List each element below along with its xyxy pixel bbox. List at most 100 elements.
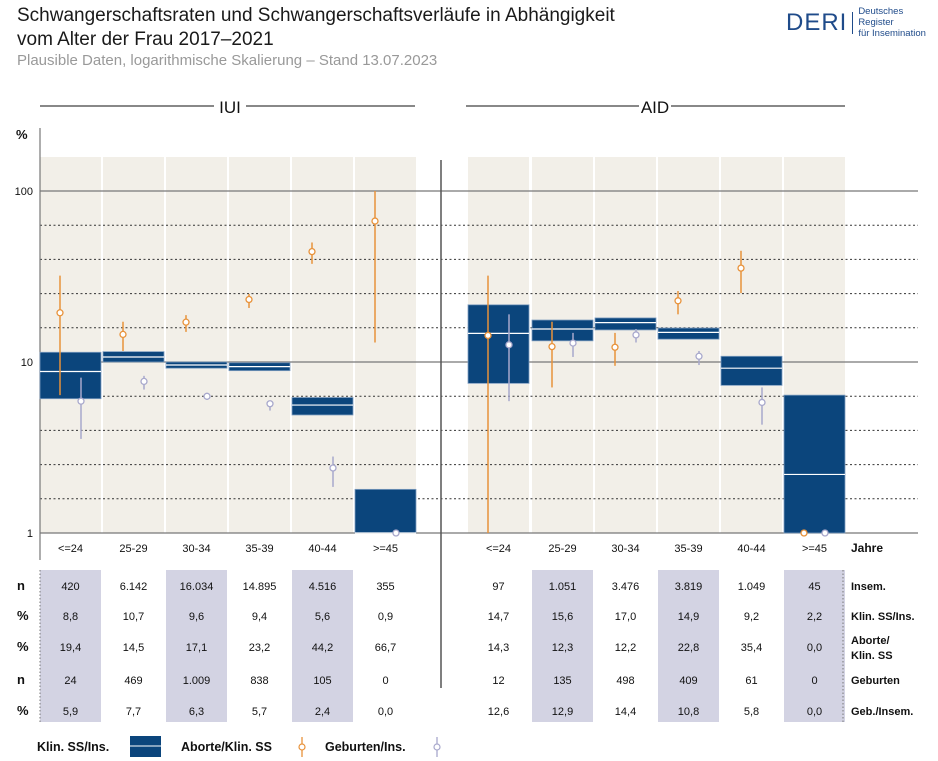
x-tick-label: 35-39: [674, 543, 702, 555]
table-cell: 0,0: [378, 706, 393, 718]
table-cell: 3.819: [675, 581, 703, 593]
table-row-unit: n: [17, 578, 25, 593]
x-tick-label: 30-34: [182, 543, 210, 555]
title-line-2: vom Alter der Frau 2017–2021: [17, 29, 274, 50]
x-tick-label: >=45: [373, 543, 398, 555]
table-cell: 1.009: [183, 675, 211, 687]
table-cell: 14.895: [243, 581, 277, 593]
klin-ss-box: [594, 317, 657, 331]
aborte-point: [548, 342, 556, 351]
table-row-label: Klin. SS/Ins.: [851, 611, 915, 623]
table-cell: 469: [124, 675, 142, 687]
table-cell: 135: [553, 675, 571, 687]
logo-divider: [852, 11, 854, 34]
table-cell: 1.051: [549, 581, 577, 593]
klin-ss-box: [531, 319, 594, 342]
column-background: [532, 157, 593, 533]
geburten-point: [632, 331, 640, 339]
table-cell: 35,4: [741, 642, 762, 654]
table-cell: 2,4: [315, 706, 330, 718]
klin-ss-box: [354, 488, 417, 534]
column-background: [229, 157, 290, 533]
table-cell: 7,7: [126, 706, 141, 718]
y-tick-label: 1: [27, 528, 33, 540]
table-row-unit: %: [17, 608, 29, 623]
table-cell: 14,4: [615, 706, 636, 718]
table-cell: 45: [808, 581, 820, 593]
table-cell: 5,7: [252, 706, 267, 718]
table-cell: 22,8: [678, 642, 699, 654]
table-cell: 61: [745, 675, 757, 687]
geburten-point: [821, 529, 829, 537]
table-cell: 5,6: [315, 611, 330, 623]
table-cell: 2,2: [807, 611, 822, 623]
klin-ss-box: [783, 394, 846, 534]
table-cell: 6.142: [120, 581, 148, 593]
column-background: [658, 157, 719, 533]
table-cell: 14,5: [123, 642, 144, 654]
x-tick-label: 40-44: [308, 543, 336, 555]
legend-label-geburten: Geburten/Ins.: [325, 740, 406, 754]
table-row-label: Aborte/: [851, 635, 890, 647]
table-cell: 5,9: [63, 706, 78, 718]
column-background: [40, 157, 101, 533]
aborte-point: [737, 264, 745, 272]
legend-label-klin-ss: Klin. SS/Ins.: [37, 740, 109, 754]
table-cell: 8,8: [63, 611, 78, 623]
column-background: [355, 157, 416, 533]
table-cell: 0: [382, 675, 388, 687]
table-cell: 420: [61, 581, 79, 593]
table-cell: 498: [616, 675, 634, 687]
x-tick-label: 40-44: [737, 543, 765, 555]
table-cell: 5,8: [744, 706, 759, 718]
table-cell: 355: [376, 581, 394, 593]
logo-line-2: für Insemination: [858, 28, 926, 39]
table-row-unit: %: [17, 703, 29, 718]
klin-ss-box: [467, 304, 530, 384]
table-cell: 12,9: [552, 706, 573, 718]
table-cell: 23,2: [249, 642, 270, 654]
panel-header-aid: AID: [641, 98, 669, 117]
table-cell: 12,3: [552, 642, 573, 654]
table-cell: 12,2: [615, 642, 636, 654]
chart-title: Schwangerschaftsraten und Schwangerschaf…: [17, 4, 615, 52]
logo-line-1: Deutsches Register: [858, 6, 904, 28]
table-column-shade: [40, 570, 101, 722]
aborte-point: [119, 330, 127, 339]
aborte-point: [56, 309, 64, 317]
table-cell: 16.034: [180, 581, 214, 593]
logo-subtitle: Deutsches Register für Insemination: [858, 6, 938, 39]
table-cell: 0,0: [807, 642, 822, 654]
table-row-label: Geb./Insem.: [851, 706, 913, 718]
aborte-point: [245, 295, 253, 304]
table-row-unit: %: [17, 639, 29, 654]
table-cell: 44,2: [312, 642, 333, 654]
table-column-shade: [292, 570, 353, 722]
table-cell: 66,7: [375, 642, 396, 654]
column-background: [292, 157, 353, 533]
table-cell: 14,3: [488, 642, 509, 654]
table-cell: 409: [679, 675, 697, 687]
column-background: [166, 157, 227, 533]
table-cell: 1.049: [738, 581, 766, 593]
logo-word: DERI: [786, 8, 848, 36]
geburten-point: [266, 400, 274, 408]
geburten-point: [140, 377, 148, 386]
aborte-point: [308, 247, 316, 256]
table-cell: 12,6: [488, 706, 509, 718]
column-background: [721, 157, 782, 533]
x-tick-label: <=24: [58, 543, 83, 555]
table-column-shade: [784, 570, 845, 722]
chart-subtitle: Plausible Daten, logarithmische Skalieru…: [17, 52, 438, 69]
klin-ss-box: [291, 397, 354, 416]
column-background: [595, 157, 656, 533]
geburten-point: [505, 341, 513, 349]
aborte-point: [371, 217, 379, 225]
legend-icon-geburten-point: [433, 743, 441, 751]
table-row-label: Geburten: [851, 675, 900, 687]
table-column-shade: [658, 570, 719, 722]
table-cell: 10,7: [123, 611, 144, 623]
table-cell: 6,3: [189, 706, 204, 718]
column-background: [103, 157, 164, 533]
table-cell: 12: [492, 675, 504, 687]
